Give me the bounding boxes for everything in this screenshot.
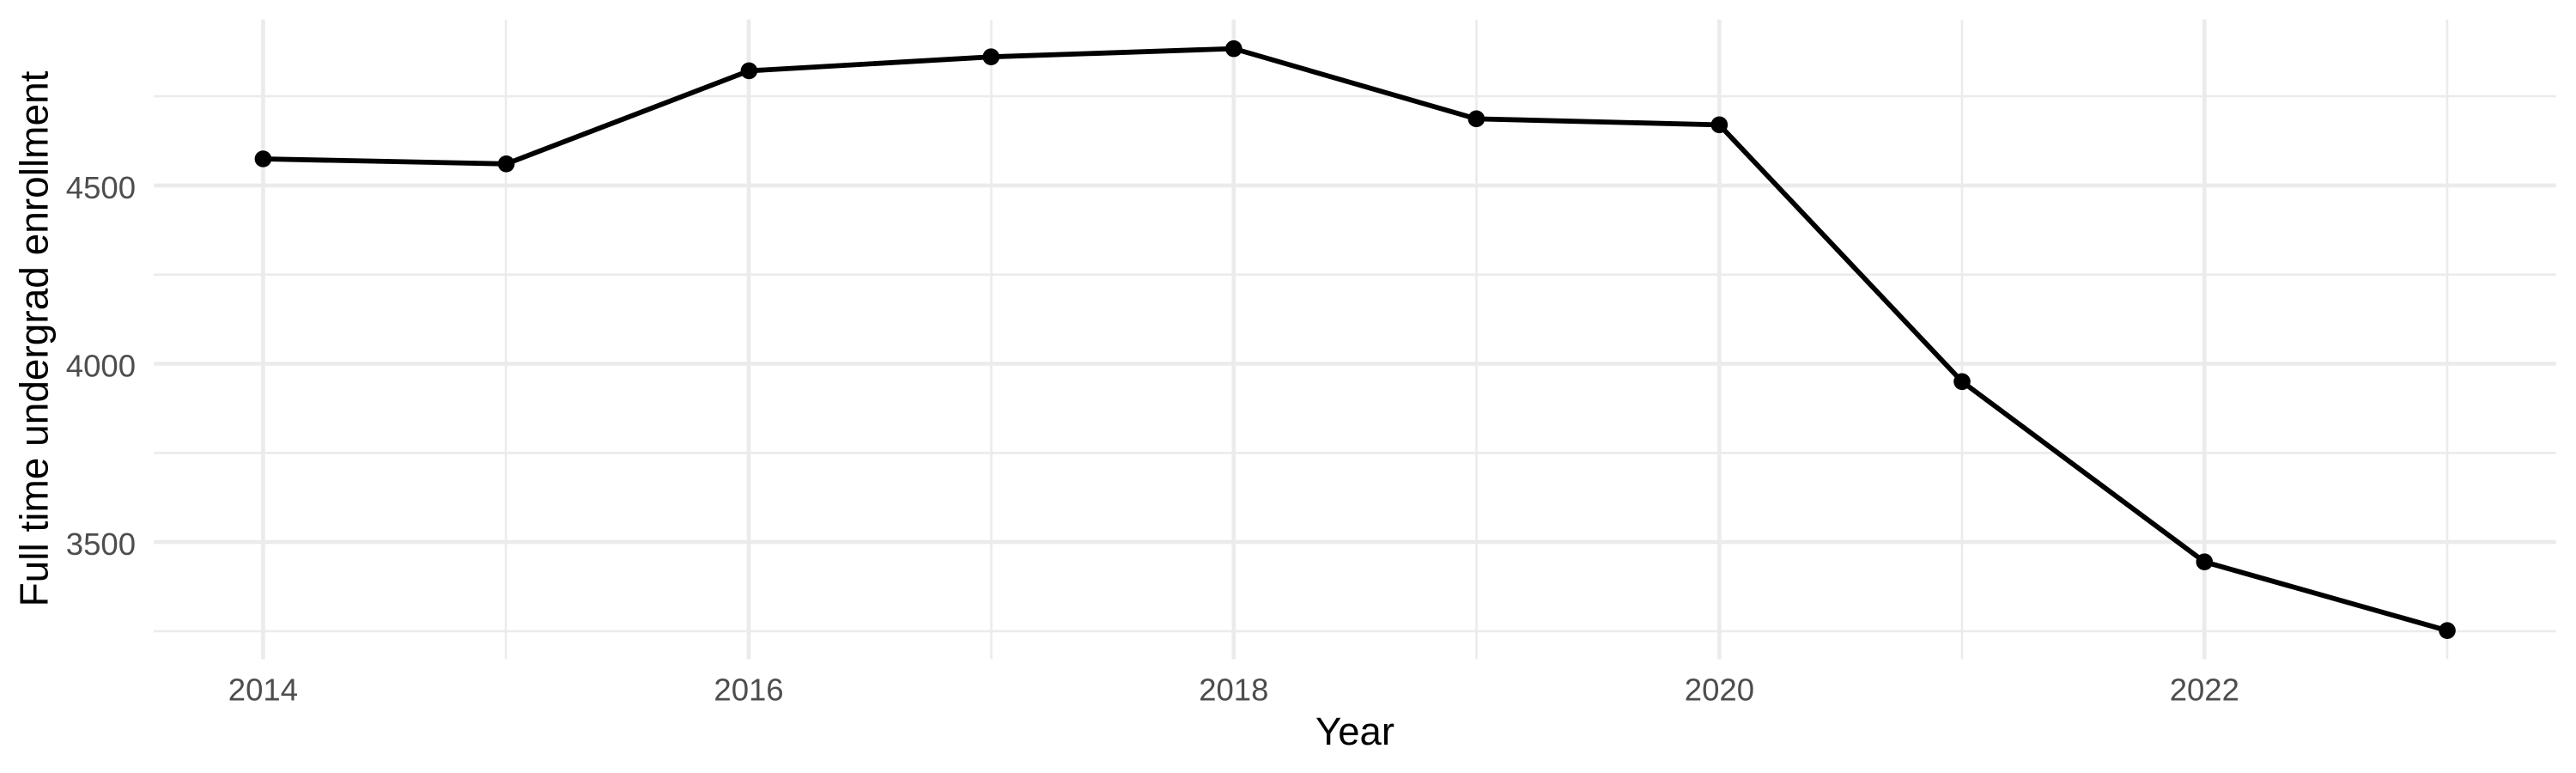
svg-text:2016: 2016 <box>714 672 783 707</box>
svg-text:2022: 2022 <box>2170 672 2239 707</box>
svg-text:4500: 4500 <box>66 170 136 205</box>
svg-text:2018: 2018 <box>1199 672 1268 707</box>
svg-text:4000: 4000 <box>66 349 136 384</box>
svg-text:Year: Year <box>1315 709 1394 753</box>
svg-text:Full time undergrad enrollment: Full time undergrad enrollment <box>12 70 57 606</box>
svg-text:2020: 2020 <box>1685 672 1754 707</box>
svg-text:3500: 3500 <box>66 526 136 562</box>
svg-text:2014: 2014 <box>228 672 298 707</box>
